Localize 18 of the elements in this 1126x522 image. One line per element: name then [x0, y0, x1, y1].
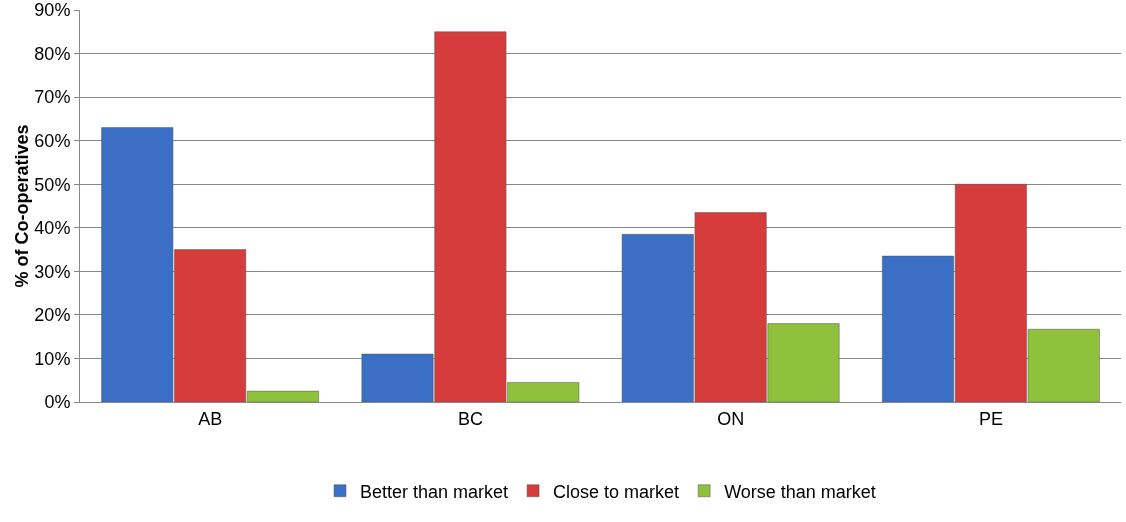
legend-label: Worse than market	[724, 481, 876, 502]
y-tick-label: 10%	[34, 348, 71, 369]
y-tick-label: 60%	[34, 130, 71, 151]
y-tick-label: 20%	[34, 305, 71, 326]
legend-label: Close to market	[553, 481, 680, 502]
y-tick-label: 50%	[34, 174, 71, 195]
y-tick-label: 90%	[34, 0, 71, 21]
x-tick-label: AB	[198, 408, 223, 429]
x-tick-label: ON	[717, 408, 745, 429]
x-tick-label: BC	[457, 408, 483, 429]
x-tick-label: PE	[978, 408, 1003, 429]
y-tick-label: 70%	[34, 87, 71, 108]
y-tick-label: 80%	[34, 43, 71, 64]
y-tick-label: 30%	[34, 261, 71, 282]
y-axis-title: % of Co-operatives	[12, 124, 33, 288]
y-tick-label: 0%	[44, 392, 71, 413]
legend-label: Better than market	[360, 481, 509, 502]
y-tick-label: 40%	[34, 218, 71, 239]
